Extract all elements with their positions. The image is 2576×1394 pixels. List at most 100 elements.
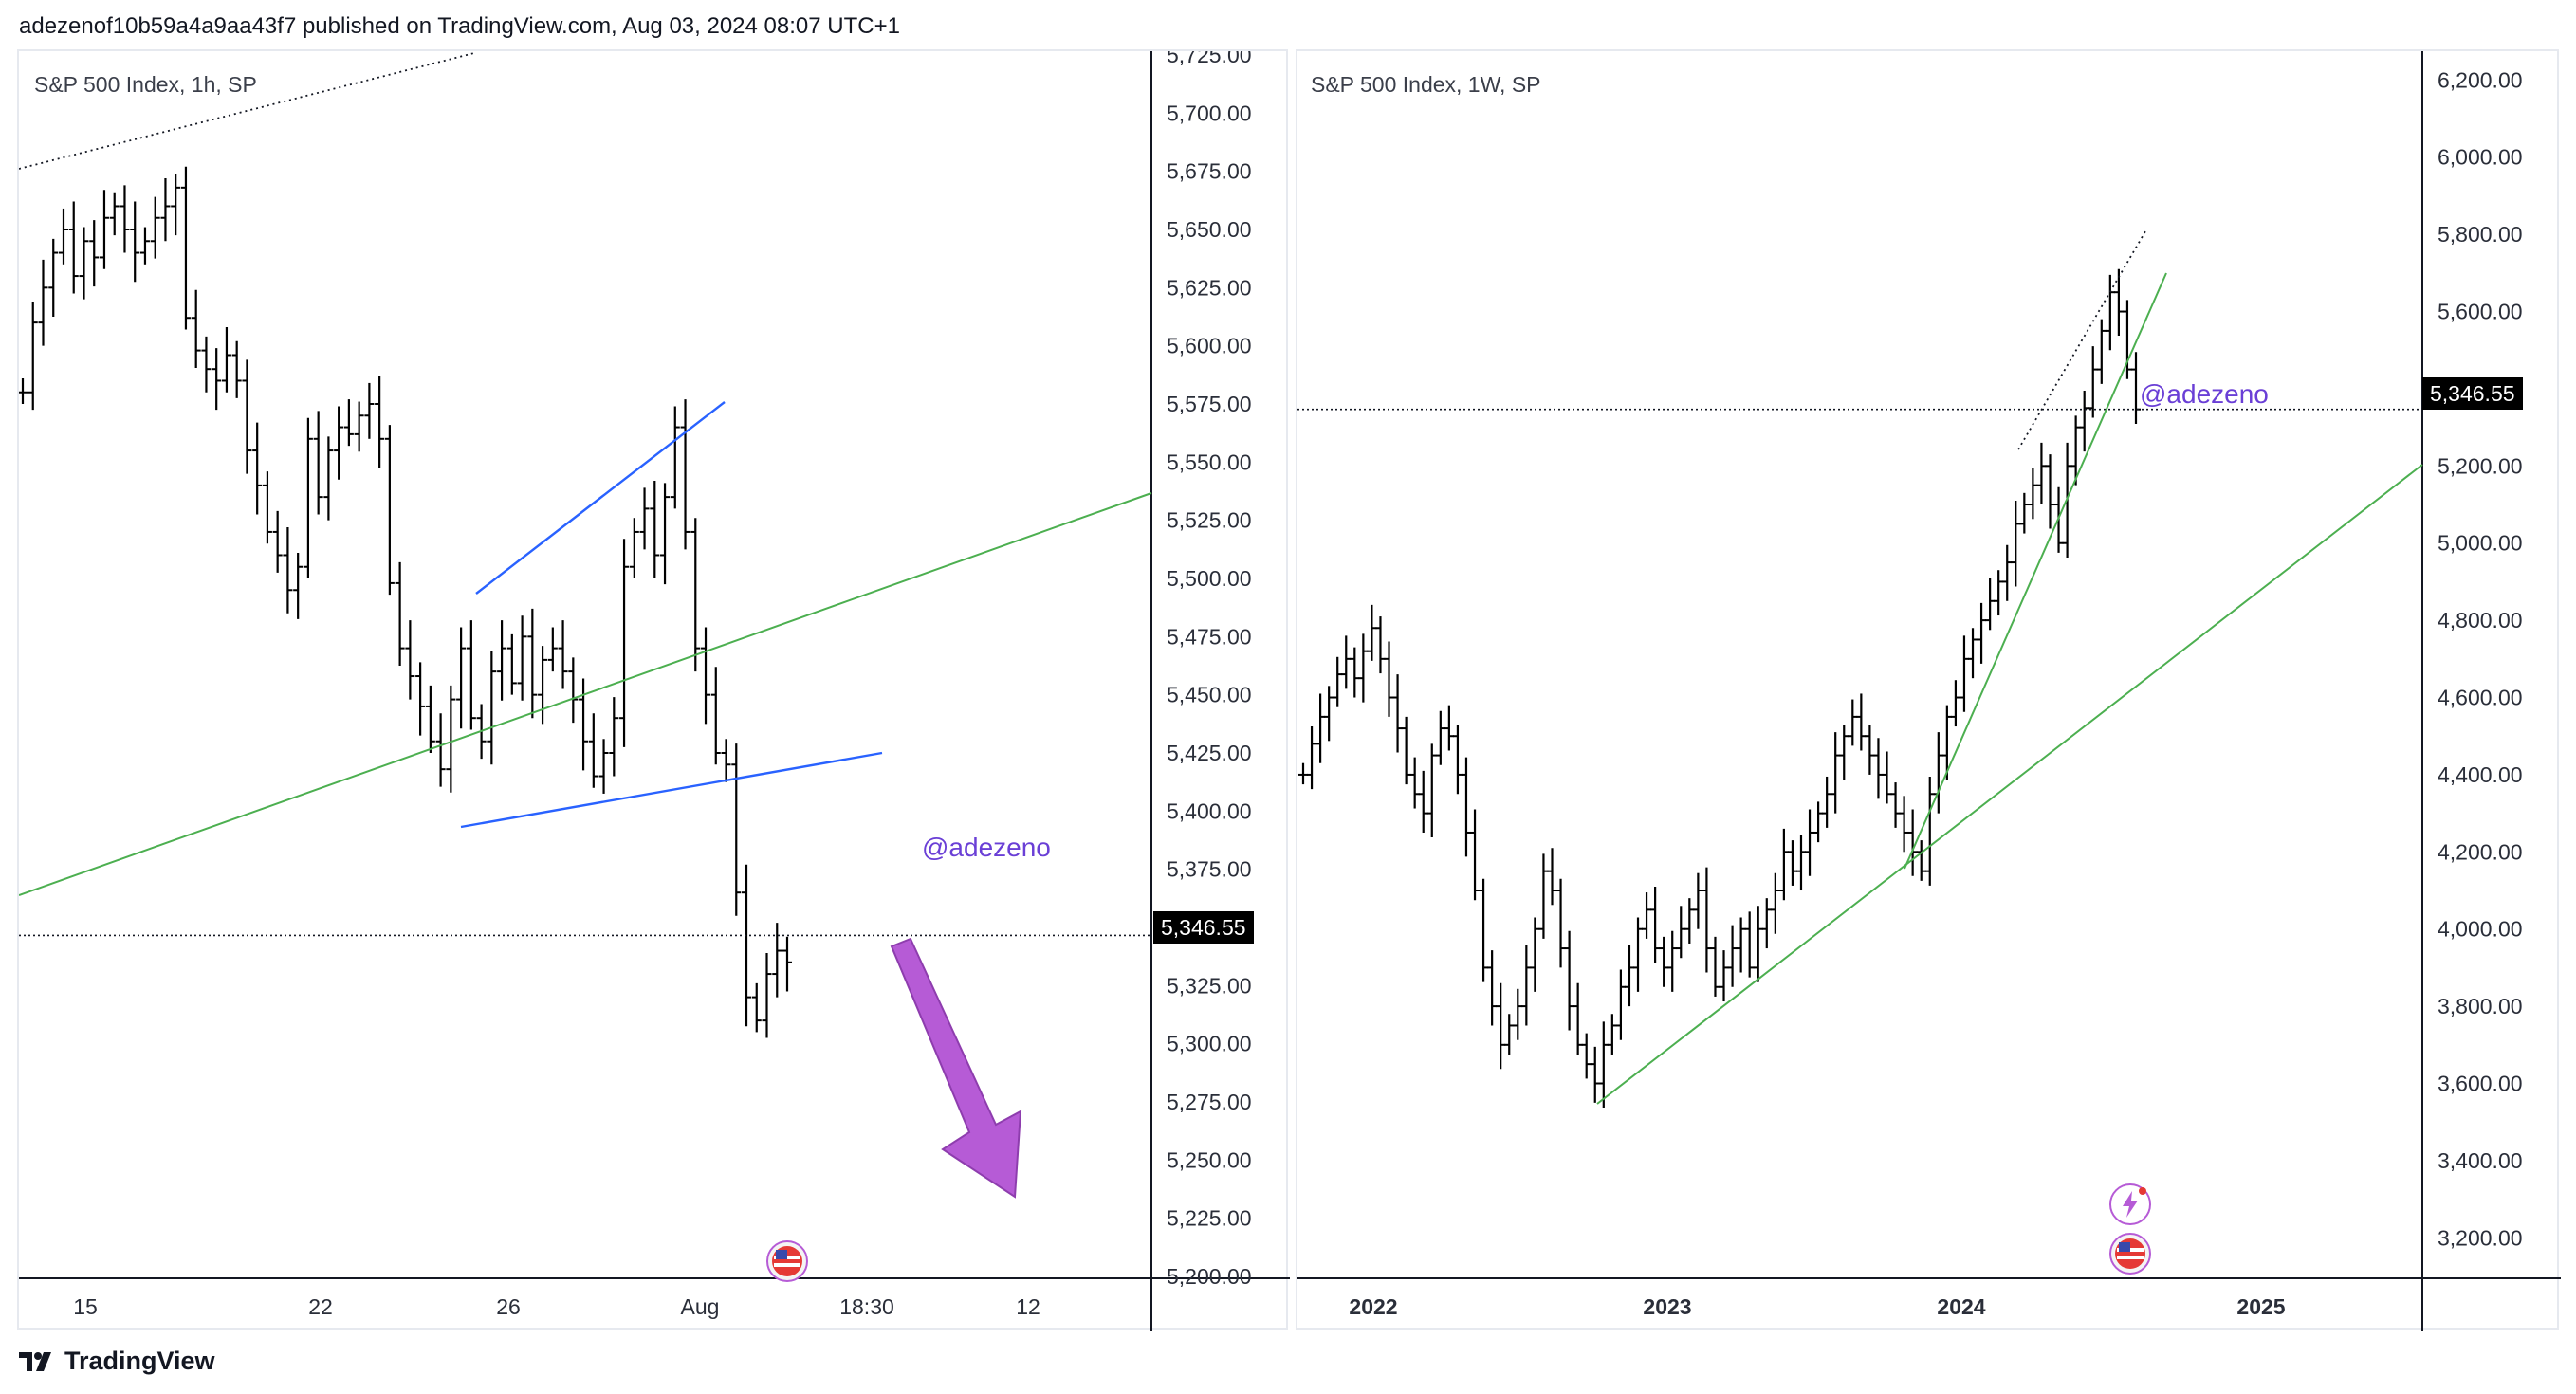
ohlc-bar: [1564, 930, 1574, 1031]
ohlc-bar: [221, 327, 231, 393]
ohlc-bar: [1761, 898, 1772, 949]
chart-panel-weekly[interactable]: 6,200.006,000.005,800.005,600.005,400.00…: [1296, 49, 2561, 1331]
ohlc-bar: [609, 697, 619, 777]
x-tick-label: 12: [1016, 1294, 1040, 1319]
x-tick-label: 2024: [1937, 1294, 1985, 1319]
ohlc-bar: [252, 422, 263, 515]
y-tick-label: 5,200.00: [2438, 453, 2523, 478]
ohlc-bar: [639, 487, 650, 550]
ohlc-bar: [701, 627, 711, 725]
y-tick-label: 5,600.00: [2438, 300, 2523, 324]
ohlc-bar: [1813, 801, 1824, 843]
ohlc-bar: [762, 952, 772, 1038]
y-tick-label: 5,300.00: [1167, 1032, 1252, 1056]
y-tick-label: 5,650.00: [1167, 217, 1252, 242]
ohlc-bar: [1753, 906, 1763, 982]
green-trendline: [19, 492, 1152, 896]
ohlc-bar: [2096, 319, 2107, 384]
ohlc-bar: [742, 864, 752, 1027]
ohlc-bar: [68, 201, 79, 294]
ohlc-bar: [1659, 936, 1669, 987]
y-tick-label: 5,250.00: [1167, 1147, 1252, 1172]
long-term-trendline: [1596, 464, 2423, 1105]
ohlc-bar: [334, 406, 344, 480]
ohlc-bar: [731, 743, 742, 916]
y-tick-label: 4,200.00: [2438, 839, 2523, 864]
ohlc-bar: [343, 399, 354, 447]
ohlc-bar: [751, 982, 762, 1033]
ohlc-bar: [2113, 268, 2124, 336]
ohlc-bar: [242, 359, 252, 474]
ohlc-bar: [1890, 782, 1901, 828]
ohlc-bar: [2079, 390, 2089, 452]
ohlc-bar: [1941, 705, 1952, 780]
ohlc-bar: [171, 174, 181, 236]
ohlc-bar: [1994, 570, 2004, 616]
ohlc-bar: [721, 739, 731, 782]
ohlc-bar: [1409, 757, 1420, 809]
ohlc-bar: [547, 627, 558, 672]
ohlc-bar: [446, 685, 456, 793]
ohlc-bar: [130, 201, 140, 283]
ohlc-bar: [1856, 693, 1867, 751]
y-tick-label: 5,450.00: [1167, 683, 1252, 707]
ohlc-bar: [384, 425, 395, 596]
ohlc-bar: [1684, 898, 1695, 944]
lightning-icon[interactable]: [2109, 1183, 2151, 1225]
ohlc-bar: [293, 553, 304, 619]
ohlc-bar: [272, 510, 283, 573]
ohlc-bar: [1573, 982, 1583, 1055]
y-tick-label: 6,000.00: [2438, 145, 2523, 170]
ohlc-bar: [1547, 848, 1557, 906]
ohlc-bar: [191, 289, 201, 368]
ohlc-bar: [1624, 944, 1634, 1007]
ohlc-bar: [1736, 917, 1746, 973]
ohlc-bar: [303, 417, 313, 578]
ohlc-bar: [2070, 415, 2081, 486]
ohlc-bar: [1650, 886, 1661, 963]
ohlc-bar: [1778, 828, 1789, 901]
us-flag-icon[interactable]: [766, 1240, 808, 1282]
ohlc-bar: [2036, 442, 2047, 505]
y-tick-label: 5,275.00: [1167, 1090, 1252, 1114]
ohlc-bar: [690, 518, 701, 672]
ohlc-bar: [139, 227, 150, 265]
chart-hourly-svg[interactable]: 5,725.00 5,700.00 5,675.00 5,650.00 5,625.00…: [19, 51, 1290, 1331]
y-tick-label: 5,575.00: [1167, 392, 1252, 416]
ohlc-bar: [1615, 969, 1626, 1040]
ohlc-bar: [517, 615, 527, 701]
ohlc-bar: [1324, 686, 1334, 742]
y-tick-label: 5,800.00: [2438, 222, 2523, 247]
chart-panel-hourly[interactable]: 5,725.00 5,700.00 5,675.00 5,650.00 5,625.00…: [17, 49, 1290, 1331]
ohlc-bar: [782, 936, 792, 992]
ohlc-bar: [48, 238, 59, 317]
ohlc-bar: [1496, 982, 1506, 1070]
ohlc-bar: [1555, 878, 1566, 968]
y-tick-label: 5,700.00: [1167, 101, 1252, 125]
ohlc-bar: [1633, 917, 1644, 992]
upper-dotted-trendline: [2017, 230, 2146, 450]
x-tick-label: 2023: [1643, 1294, 1691, 1319]
ohlc-bar: [2002, 544, 2013, 601]
chart-weekly-svg[interactable]: 6,200.006,000.005,800.005,600.005,400.00…: [1297, 51, 2561, 1331]
ohlc-bar: [1667, 930, 1678, 992]
ohlc-bar: [1426, 743, 1437, 838]
y-tick-label: 6,200.00: [2438, 67, 2523, 92]
ohlc-bar: [1770, 872, 1780, 934]
ohlc-bar: [2028, 468, 2038, 520]
ohlc-bar: [588, 713, 598, 788]
steep-trendline: [1904, 272, 2167, 870]
tradingview-footer[interactable]: TradingView: [19, 1347, 215, 1376]
ohlc-bar: [456, 627, 467, 729]
us-flag-icon[interactable]: [2109, 1233, 2151, 1275]
ohlc-bar: [1873, 738, 1884, 799]
ohlc-bar: [1710, 936, 1720, 997]
ohlc-bar: [1418, 770, 1428, 833]
y-tick-label: 4,600.00: [2438, 686, 2523, 710]
ohlc-bar: [1924, 776, 1935, 886]
ohlc-bar: [58, 208, 68, 265]
x-tick-label: Aug: [681, 1294, 720, 1319]
ohlc-bar: [1307, 726, 1317, 790]
wedge-upper-line: [475, 401, 726, 595]
publish-header: adezenof10b59a4a9aa43f7 published on Tra…: [19, 13, 900, 39]
